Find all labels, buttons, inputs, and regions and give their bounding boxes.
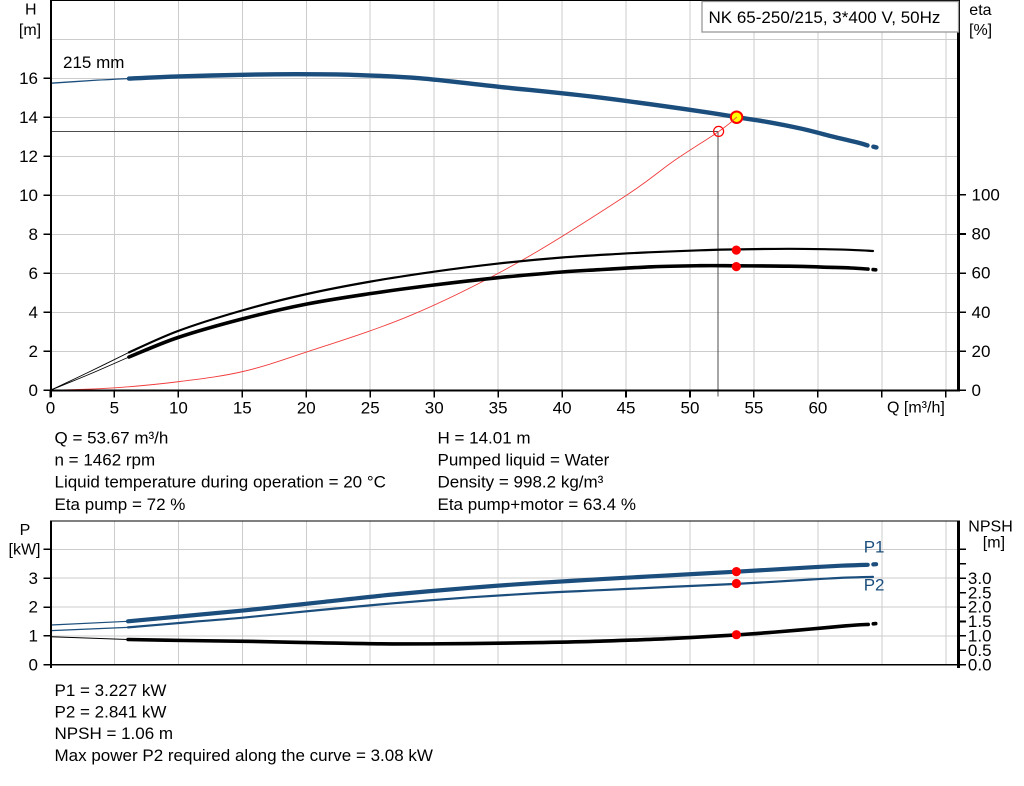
svg-text:55: 55 (744, 398, 763, 417)
svg-text:H = 14.01 m: H = 14.01 m (438, 429, 531, 448)
svg-text:[kW]: [kW] (9, 542, 41, 559)
svg-text:0: 0 (46, 398, 55, 417)
svg-text:P: P (20, 522, 31, 539)
svg-text:3.0: 3.0 (968, 569, 992, 588)
svg-text:NK 65-250/215, 3*400 V, 50Hz: NK 65-250/215, 3*400 V, 50Hz (709, 8, 941, 27)
svg-text:10: 10 (19, 186, 38, 205)
svg-text:[m]: [m] (983, 534, 1005, 551)
svg-text:[%]: [%] (969, 22, 992, 39)
svg-text:6: 6 (29, 264, 38, 283)
svg-text:50: 50 (681, 398, 700, 417)
svg-text:30: 30 (425, 398, 444, 417)
svg-text:Q = 53.67 m³/h: Q = 53.67 m³/h (55, 429, 169, 448)
svg-text:NPSH: NPSH (968, 519, 1012, 536)
svg-text:10: 10 (169, 398, 188, 417)
svg-text:0: 0 (972, 381, 981, 400)
svg-text:45: 45 (617, 398, 636, 417)
svg-text:Max power P2 required along th: Max power P2 required along the curve = … (55, 746, 433, 765)
svg-text:H: H (25, 2, 37, 19)
svg-text:25: 25 (361, 398, 380, 417)
svg-text:[m]: [m] (19, 22, 41, 39)
svg-text:5: 5 (110, 398, 119, 417)
svg-text:100: 100 (972, 186, 1000, 205)
svg-text:215 mm: 215 mm (63, 53, 124, 72)
svg-text:16: 16 (19, 69, 38, 88)
svg-text:Liquid temperature during oper: Liquid temperature during operation = 20… (55, 473, 386, 492)
svg-text:80: 80 (972, 225, 991, 244)
svg-text:2: 2 (29, 342, 38, 361)
svg-text:P2: P2 (864, 576, 885, 595)
svg-text:14: 14 (19, 108, 38, 127)
svg-text:3: 3 (29, 569, 38, 588)
svg-text:eta: eta (969, 2, 991, 19)
svg-text:60: 60 (972, 264, 991, 283)
svg-text:60: 60 (808, 398, 827, 417)
svg-text:0: 0 (29, 655, 38, 674)
svg-text:35: 35 (489, 398, 508, 417)
svg-text:15: 15 (233, 398, 252, 417)
svg-text:NPSH = 1.06 m: NPSH = 1.06 m (55, 724, 174, 743)
svg-text:Eta pump = 72 %: Eta pump = 72 % (55, 495, 186, 514)
svg-text:P1 = 3.227 kW: P1 = 3.227 kW (55, 681, 167, 700)
svg-text:20: 20 (972, 342, 991, 361)
svg-text:0: 0 (29, 381, 38, 400)
svg-text:P2 = 2.841 kW: P2 = 2.841 kW (55, 703, 167, 722)
svg-text:8: 8 (29, 225, 38, 244)
svg-text:4: 4 (29, 303, 38, 322)
svg-text:2: 2 (29, 598, 38, 617)
svg-text:40: 40 (553, 398, 572, 417)
svg-text:20: 20 (297, 398, 316, 417)
svg-text:Q [m³/h]: Q [m³/h] (887, 399, 945, 416)
svg-text:Density = 998.2 kg/m³: Density = 998.2 kg/m³ (438, 473, 604, 492)
svg-text:n = 1462 rpm: n = 1462 rpm (55, 451, 156, 470)
svg-text:40: 40 (972, 303, 991, 322)
svg-text:Pumped liquid = Water: Pumped liquid = Water (438, 451, 610, 470)
svg-text:12: 12 (19, 147, 38, 166)
svg-text:Eta pump+motor = 63.4 %: Eta pump+motor = 63.4 % (438, 495, 636, 514)
svg-text:1: 1 (29, 627, 38, 646)
svg-text:P1: P1 (864, 538, 885, 557)
